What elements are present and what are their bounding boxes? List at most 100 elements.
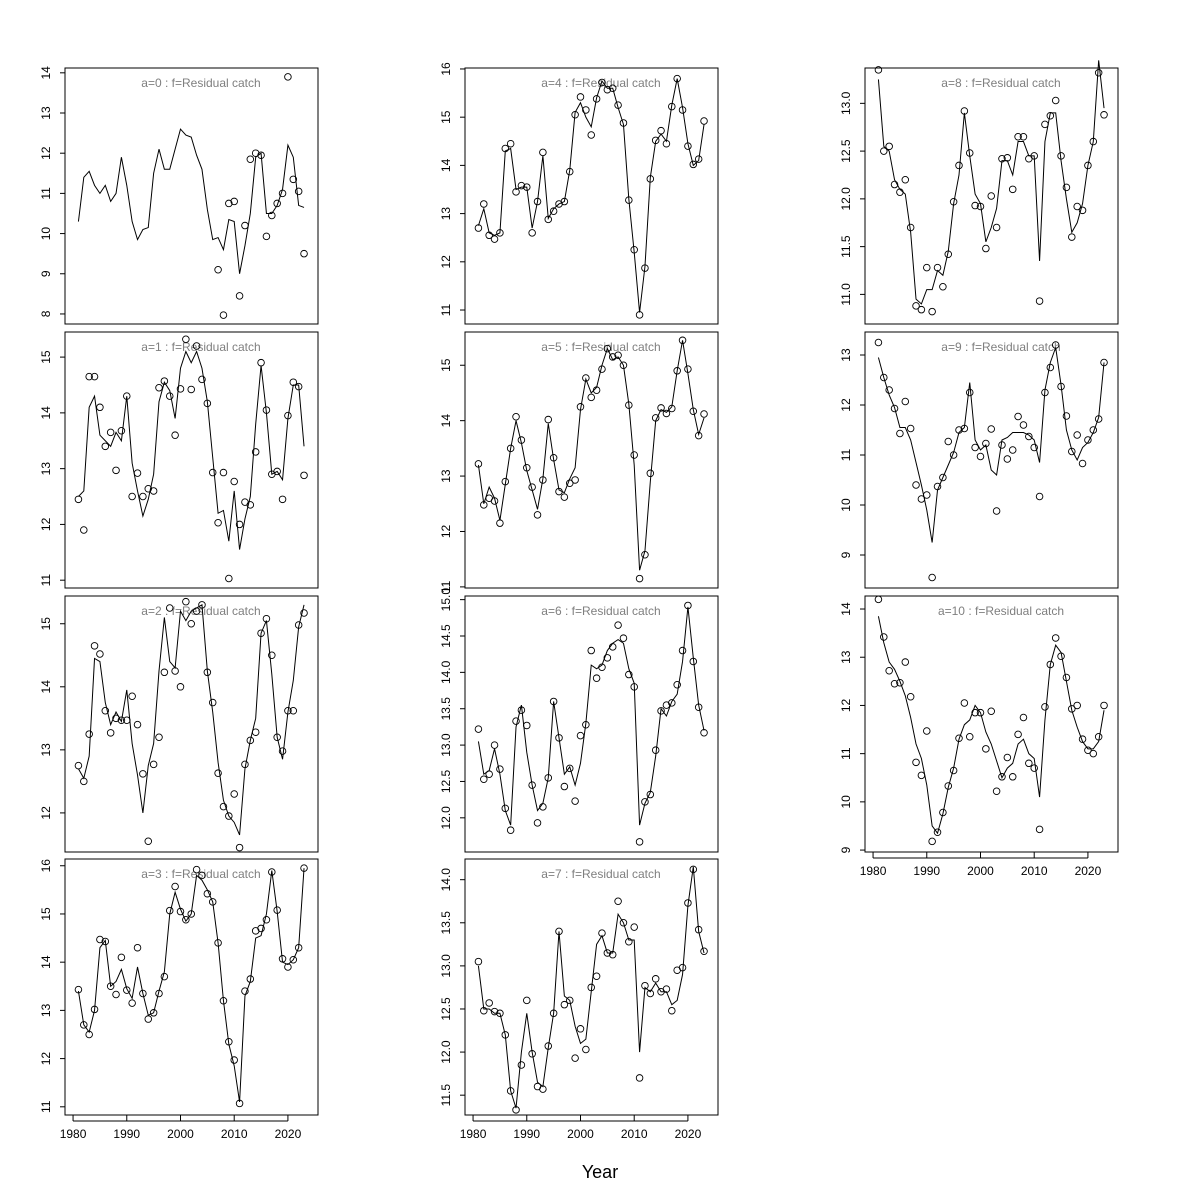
observed-point	[117, 953, 126, 962]
observed-point	[939, 808, 947, 817]
observed-point	[219, 311, 228, 319]
observed-point	[608, 950, 617, 959]
x-tick-label: 2000	[167, 1127, 194, 1141]
panel-title: a=8 : f=Residual catch	[941, 76, 1060, 90]
observed-point	[74, 495, 83, 504]
observed-point	[268, 651, 276, 660]
observed-point	[544, 1042, 553, 1050]
observed-point	[912, 302, 920, 310]
observed-point	[101, 442, 110, 451]
observed-point	[241, 221, 249, 230]
observed-point	[155, 733, 163, 741]
observed-point	[128, 692, 136, 701]
observed-point	[971, 708, 979, 717]
observed-point	[539, 148, 547, 157]
observed-point	[549, 697, 558, 706]
observed-point	[523, 464, 531, 472]
observed-point	[85, 372, 93, 381]
observed-point	[976, 708, 985, 717]
observed-point	[896, 679, 904, 687]
observed-point	[106, 428, 115, 437]
observed-point	[1046, 660, 1055, 669]
observed-point	[949, 766, 958, 775]
observed-point	[123, 716, 131, 724]
observed-point	[614, 897, 622, 905]
observed-point	[533, 197, 542, 206]
observed-point	[565, 479, 574, 488]
observed-point	[630, 246, 638, 254]
observed-point	[230, 790, 238, 798]
observed-point	[192, 342, 201, 350]
observed-point	[512, 188, 520, 196]
observed-point	[582, 1045, 590, 1054]
observed-point	[1068, 705, 1076, 713]
observed-point	[885, 386, 893, 394]
observed-point	[955, 734, 963, 742]
observed-point	[528, 1050, 536, 1058]
observed-point	[219, 802, 228, 811]
plot-frame	[64, 595, 319, 853]
y-tick-label: 12	[439, 255, 453, 269]
plot-frame	[464, 858, 719, 1116]
observed-point	[139, 492, 147, 501]
observed-point	[965, 388, 974, 397]
observed-point	[576, 731, 585, 740]
y-tick-label: 12.0	[839, 187, 853, 211]
observed-point	[165, 604, 174, 612]
observed-point	[284, 411, 292, 420]
y-tick-label: 12.0	[439, 1040, 453, 1064]
observed-point	[998, 154, 1006, 163]
observed-point	[490, 741, 499, 749]
observed-point	[1078, 459, 1087, 468]
y-tick-label: 13.0	[839, 91, 853, 115]
observed-point	[203, 889, 212, 898]
observed-point	[523, 721, 531, 730]
observed-point	[662, 409, 671, 418]
observed-point	[1089, 426, 1098, 434]
y-tick-label: 13	[39, 743, 53, 757]
y-tick-label: 9	[839, 846, 853, 853]
observed-point	[1057, 382, 1065, 391]
fitted-line	[477, 78, 705, 313]
y-tick-label: 13	[39, 1003, 53, 1017]
panel-title: a=9 : f=Residual catch	[941, 340, 1060, 354]
observed-point	[1051, 96, 1060, 105]
observed-point	[992, 507, 1001, 515]
observed-point	[198, 601, 206, 609]
observed-point	[906, 693, 915, 701]
observed-point	[944, 437, 953, 446]
observed-point	[576, 93, 585, 101]
observed-point	[96, 403, 104, 412]
observed-point	[673, 367, 681, 375]
observed-point	[565, 996, 574, 1005]
panel-title: a=1 : f=Residual catch	[141, 340, 260, 354]
y-tick-label: 11	[39, 187, 53, 200]
observed-point	[528, 781, 536, 789]
observed-point	[694, 925, 703, 934]
observed-point	[587, 393, 595, 402]
observed-point	[933, 828, 942, 836]
observed-point	[880, 373, 888, 382]
observed-point	[1030, 764, 1038, 772]
observed-point	[673, 680, 681, 689]
observed-point	[230, 477, 238, 486]
plot-frame	[464, 67, 719, 325]
y-tick-label: 12.5	[439, 769, 453, 793]
observed-point	[603, 949, 612, 957]
observed-point	[933, 263, 942, 272]
observed-point	[987, 192, 995, 200]
observed-point	[496, 229, 504, 237]
observed-point	[144, 837, 153, 846]
observed-point	[906, 424, 915, 433]
observed-point	[1089, 749, 1098, 758]
observed-point	[668, 404, 676, 413]
y-tick-label: 14.0	[439, 868, 453, 892]
observed-point	[603, 344, 612, 353]
fitted-line	[78, 350, 305, 550]
observed-point	[560, 782, 569, 791]
observed-point	[235, 520, 244, 529]
observed-point	[149, 1009, 158, 1017]
observed-point	[1051, 634, 1060, 642]
observed-point	[225, 1037, 233, 1046]
